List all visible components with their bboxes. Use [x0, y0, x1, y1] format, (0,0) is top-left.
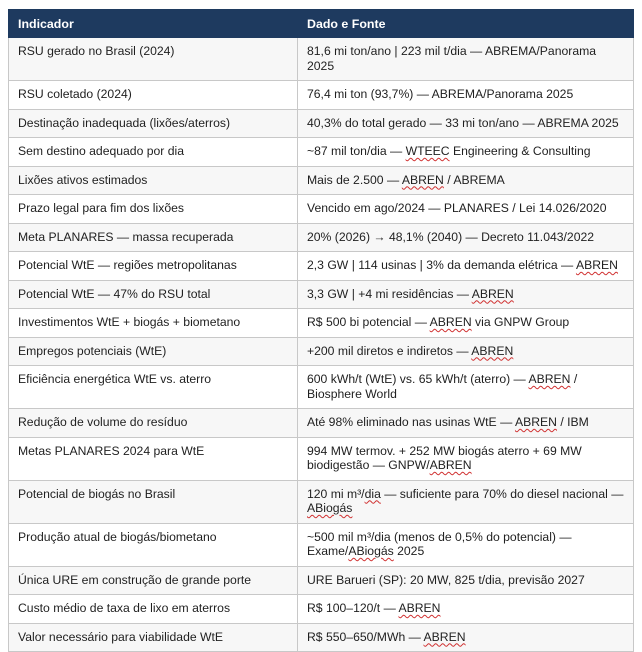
indicator-cell: Redução de volume do resíduo [8, 408, 298, 438]
table-row: RSU gerado no Brasil (2024) 81,6 mi ton/a… [8, 37, 634, 81]
spellcheck-word: dia [364, 486, 381, 501]
data-source-cell: 20% (2026) → 48,1% (2040) — Decreto 11.0… [297, 222, 634, 252]
data-source-cell: 3,3 GW | +4 mi residências — ABREN [297, 279, 634, 309]
indicator-cell: Sem destino adequado por dia [8, 137, 298, 167]
indicator-cell: RSU gerado no Brasil (2024) [8, 37, 298, 81]
table-row: Meta PLANARES — massa recuperada 20% (202… [8, 222, 634, 252]
indicator-cell: RSU coletado (2024) [8, 80, 298, 110]
table-body: RSU gerado no Brasil (2024) 81,6 mi ton/a… [8, 37, 634, 652]
table-row: Custo médio de taxa de lixo em aterros R$… [8, 594, 634, 624]
indicator-cell: Potencial WtE — 47% do RSU total [8, 279, 298, 309]
spellcheck-word: ABREN [471, 286, 514, 301]
spellcheck-word: ABREN [398, 601, 441, 615]
table-row: Investimentos WtE + biogás + biometano R$… [8, 308, 634, 338]
spellcheck-word: ABREN [514, 415, 557, 429]
data-source-cell: 76,4 mi ton (93,7%) — ABREMA/Panorama 20… [297, 80, 634, 110]
indicator-cell: Lixões ativos estimados [8, 165, 298, 195]
data-source-cell: R$ 550–650/MWh — ABREN [297, 622, 634, 652]
data-source-cell: Até 98% eliminado nas usinas WtE — ABREN… [297, 408, 634, 438]
indicator-cell: Meta PLANARES — massa recuperada [8, 222, 298, 252]
table-row: Eficiência energética WtE vs. aterro 600 … [8, 365, 634, 409]
data-source-cell: ~87 mil ton/dia — WTEEC Engineering & Co… [297, 137, 634, 167]
table-row: Potencial de biogás no Brasil 120 mi m³/d… [8, 479, 634, 524]
spellcheck-word: WTEEC [405, 144, 450, 158]
data-source-cell: 600 kWh/t (WtE) vs. 65 kWh/t (aterro) — … [297, 365, 634, 409]
table-header-row: Indicador Dado e Fonte [8, 9, 634, 38]
indicator-cell: Valor necessário para viabilidade WtE [8, 622, 298, 652]
spellcheck-word: ABiogás [307, 501, 353, 515]
spellcheck-word: ABiogás [348, 544, 394, 558]
indicator-cell: Potencial de biogás no Brasil [8, 479, 298, 524]
indicator-cell: Eficiência energética WtE vs. aterro [8, 365, 298, 409]
table-row: Destinação inadequada (lixões/aterros) 40… [8, 108, 634, 138]
data-source-cell: 81,6 mi ton/ano | 223 mil t/dia — ABREMA… [297, 37, 634, 81]
data-source-cell: 994 MW termov. + 252 MW biogás aterro + … [297, 436, 634, 481]
table-row: Metas PLANARES 2024 para WtE 994 MW termo… [8, 436, 634, 481]
header-data-source: Dado e Fonte [297, 9, 634, 38]
spellcheck-word: ABREN [429, 315, 472, 329]
data-source-cell: R$ 500 bi potencial — ABREN via GNPW Gro… [297, 308, 634, 338]
indicator-cell: Destinação inadequada (lixões/aterros) [8, 108, 298, 138]
spellcheck-word: ABREN [575, 258, 618, 272]
data-source-cell: R$ 100–120/t — ABREN [297, 594, 634, 624]
data-source-cell: 120 mi m³/dia — suficiente para 70% do d… [297, 479, 634, 524]
indicator-cell: Empregos potenciais (WtE) [8, 336, 298, 366]
table-row: Redução de volume do resíduo Até 98% elim… [8, 408, 634, 438]
indicator-cell: Investimentos WtE + biogás + biometano [8, 308, 298, 338]
indicator-cell: Potencial WtE — regiões metropolitanas [8, 251, 298, 281]
table-row: Prazo legal para fim dos lixões Vencido e… [8, 194, 634, 224]
spellcheck-word: ABREN [401, 172, 444, 187]
table-row: Sem destino adequado por dia ~87 mil ton/… [8, 137, 634, 167]
table-row: Produção atual de biogás/biometano ~500 m… [8, 522, 634, 567]
indicator-cell: Produção atual de biogás/biometano [8, 522, 298, 567]
table-row: Lixões ativos estimados Mais de 2.500 — A… [8, 165, 634, 195]
table-row: Única URE em construção de grande porte U… [8, 565, 634, 595]
data-table-container: Indicador Dado e Fonte RSU gerado no Bra… [8, 9, 634, 652]
data-source-cell: Vencido em ago/2024 — PLANARES / Lei 14.… [297, 194, 634, 224]
indicator-cell: Custo médio de taxa de lixo em aterros [8, 594, 298, 624]
table-row: RSU coletado (2024) 76,4 mi ton (93,7%) —… [8, 80, 634, 110]
spellcheck-word: ABREN [471, 343, 514, 358]
data-source-cell: ~500 mil m³/dia (menos de 0,5% do potenc… [297, 522, 634, 567]
table-row: Valor necessário para viabilidade WtE R$ … [8, 622, 634, 652]
header-indicator: Indicador [8, 9, 298, 38]
table-row: Empregos potenciais (WtE) +200 mil direto… [8, 336, 634, 366]
spellcheck-word: ABREN [423, 629, 466, 644]
spellcheck-word: ABREN [528, 372, 571, 386]
data-source-cell: Mais de 2.500 — ABREN / ABREMA [297, 165, 634, 195]
indicator-cell: Metas PLANARES 2024 para WtE [8, 436, 298, 481]
spellcheck-word: ABREN [429, 458, 472, 472]
indicators-table: Indicador Dado e Fonte RSU gerado no Bra… [8, 9, 634, 652]
table-row: Potencial WtE — 47% do RSU total 3,3 GW |… [8, 279, 634, 309]
data-source-cell: 2,3 GW | 114 usinas | 3% da demanda elét… [297, 251, 634, 281]
data-source-cell: URE Barueri (SP): 20 MW, 825 t/dia, prev… [297, 565, 634, 595]
data-source-cell: 40,3% do total gerado — 33 mi ton/ano — … [297, 108, 634, 138]
data-source-cell: +200 mil diretos e indiretos — ABREN [297, 336, 634, 366]
table-row: Potencial WtE — regiões metropolitanas 2,… [8, 251, 634, 281]
indicator-cell: Única URE em construção de grande porte [8, 565, 298, 595]
indicator-cell: Prazo legal para fim dos lixões [8, 194, 298, 224]
